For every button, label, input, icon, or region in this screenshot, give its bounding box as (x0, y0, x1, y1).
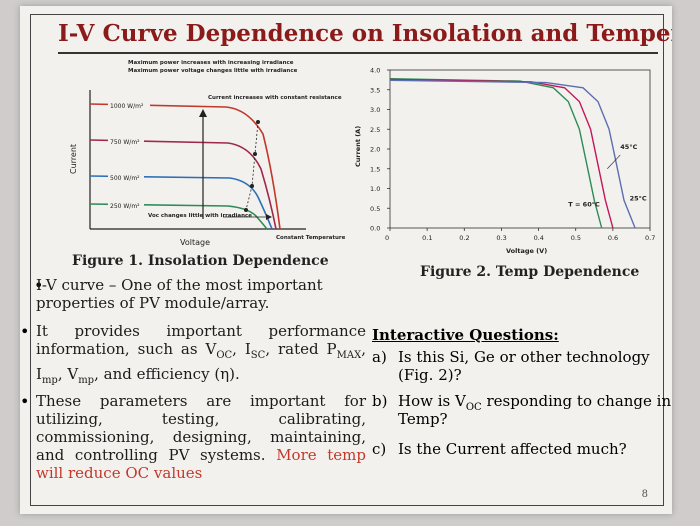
fig1-y-label: Current (69, 144, 78, 174)
fig1-mpp-dot (256, 120, 260, 124)
page-number: 8 (641, 489, 648, 500)
fig1-label-1000: 1000 W/m² (110, 103, 144, 110)
fig1-label-250: 250 W/m² (110, 203, 140, 210)
bullet-3-text: These parameters are important for utili… (36, 392, 367, 482)
fig1-mpp-dot (253, 152, 257, 156)
fig1-annotation-current: Current increases with constant resistan… (208, 95, 342, 101)
fig2-y-tick-label: 2.5 (370, 126, 380, 134)
slide: I-V Curve Dependence on Insolation and T… (20, 6, 672, 514)
fig2-x-tick-label: 0.6 (608, 234, 618, 242)
fig1-mpp-dot (250, 184, 254, 188)
bullet-1-dot: • (34, 276, 44, 295)
bullet-3-red-note: More temp will reduce OC values (36, 446, 367, 482)
fig1-annotation-voc: Voc changes little with irradiance (148, 213, 252, 219)
fig2-x-tick-label: 0.1 (422, 234, 432, 242)
fig1-annotation-top-1: Maximum power increases with increasing … (128, 60, 294, 66)
fig2-y-tick-label: 0.0 (370, 225, 380, 233)
slide-border (30, 14, 664, 506)
bullet-2-text: It provides important performance inform… (36, 322, 367, 386)
slide-title: I-V Curve Dependence on Insolation and T… (58, 20, 672, 47)
question-b: b) How is VOC responding to change in Te… (372, 392, 672, 428)
fig1-curve-500 (89, 175, 273, 230)
fig1-label-500: 500 W/m² (110, 175, 140, 182)
fig1-annotation-temp: Constant Temperature (276, 235, 346, 241)
fig2-y-tick-label: 0.5 (370, 205, 380, 213)
fig2-y-tick-label: 1.0 (370, 185, 380, 193)
figure-1-caption: Figure 1. Insolation Dependence (72, 253, 329, 269)
interactive-questions-title: Interactive Questions: (372, 326, 559, 344)
fig2-y-tick-label: 1.5 (370, 165, 380, 173)
fig2-series-line (389, 79, 636, 229)
fig2-x-tick-label: 0 (385, 234, 389, 242)
bullet-1-text: I-V curve – One of the most important pr… (36, 276, 323, 312)
fig1-x-label: Voltage (180, 238, 210, 247)
fig1-label-750: 750 W/m² (110, 139, 140, 146)
fig1-annotation-top-2: Maximum power voltage changes little wit… (128, 68, 298, 74)
fig2-x-tick-label: 0.4 (534, 234, 544, 242)
fig1-curve-1000 (89, 103, 281, 230)
figure-1-insolation-chart: Maximum power increases with increasing … (69, 60, 346, 247)
fig1-mpp-trace (245, 121, 259, 211)
question-a: a) Is this Si, Ge or other technology (F… (372, 348, 650, 384)
figure-2-caption: Figure 2. Temp Dependence (420, 264, 640, 280)
fig2-annotation-60c: T = 60°C (568, 200, 600, 208)
fig2-annotation-45c-leader (607, 154, 621, 169)
fig2-y-axis-label: Current (A) (354, 126, 362, 167)
fig2-annotation-25c: 25°C (630, 194, 647, 202)
fig2-y-tick-label: 4.0 (370, 67, 380, 75)
bullet-3-dot: • (20, 392, 30, 411)
question-c: c) Is the Current affected much? (372, 440, 627, 458)
fig2-x-tick-label: 0.3 (496, 234, 506, 242)
fig1-current-arrowhead (199, 109, 207, 117)
fig1-curve-250 (89, 203, 268, 230)
fig2-y-tick-label: 3.5 (370, 86, 380, 94)
fig2-x-tick-label: 0.5 (571, 234, 581, 242)
bullet-2-dot: • (20, 322, 30, 341)
fig2-annotation-45c: 45°C (620, 143, 637, 151)
title-underline (58, 52, 658, 54)
figure-2-temperature-chart: 0.0 0.5 1.0 1.5 2.0 2.5 3.0 3.5 4.0 0 0.1 0.2 0.3 0.4… (354, 67, 655, 256)
fig2-x-axis-label: Voltage (V) (506, 247, 547, 255)
fig2-y-tick-label: 2.0 (370, 146, 380, 154)
fig2-x-tick-label: 0.2 (459, 234, 469, 242)
fig2-plot-frame (389, 69, 651, 229)
fig2-x-tick-label: 0.7 (645, 234, 655, 242)
fig2-y-tick-label: 3.0 (370, 106, 380, 114)
fig1-mpp-dot (244, 208, 248, 212)
fig1-curve-750 (89, 139, 277, 230)
